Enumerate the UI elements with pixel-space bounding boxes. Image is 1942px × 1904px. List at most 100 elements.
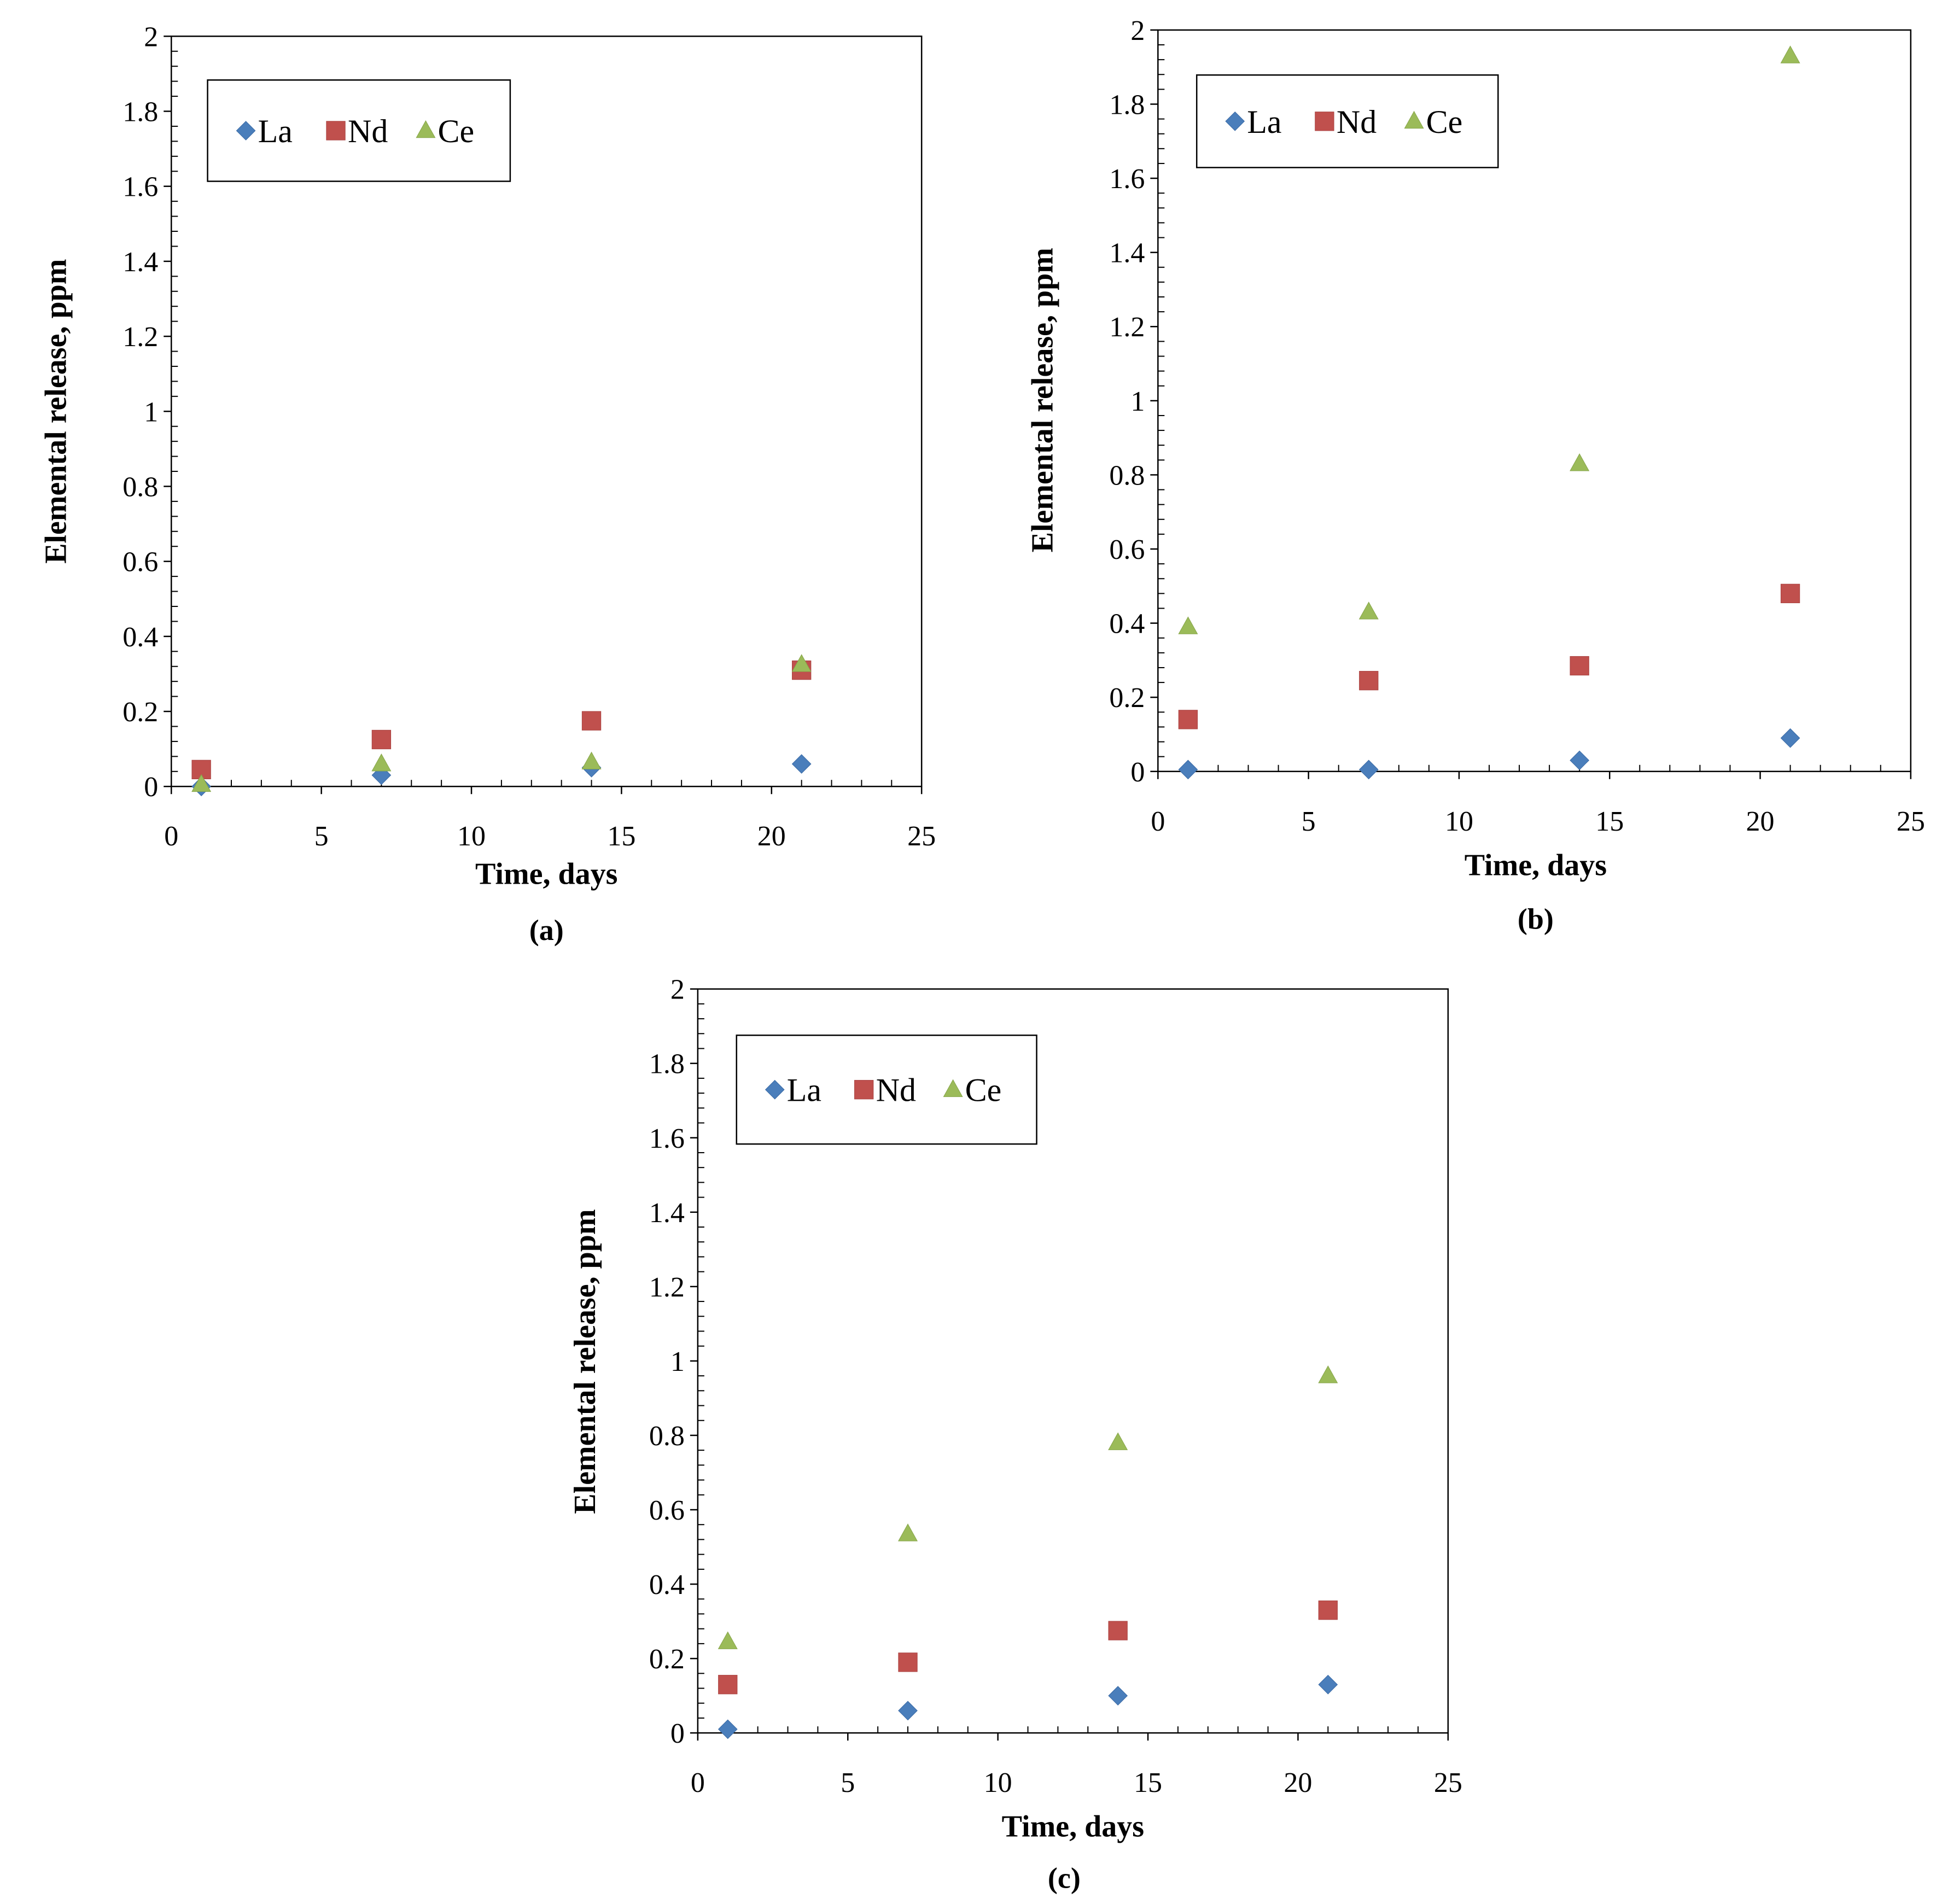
- data-point-la: [898, 1701, 918, 1721]
- legend-c: La Nd Ce: [736, 1035, 1037, 1145]
- y-tick-label: 0.8: [123, 471, 158, 503]
- x-tick-label: 5: [314, 821, 329, 852]
- y-tick-label: 0: [670, 1718, 685, 1749]
- data-point-la: [791, 754, 812, 774]
- legend-label-nd: Nd: [1337, 104, 1377, 140]
- y-tick-label: 0.4: [123, 622, 158, 653]
- data-point-la: [1780, 728, 1800, 748]
- y-tick-label: 1.8: [123, 97, 158, 128]
- data-point-ce: [898, 1523, 918, 1541]
- y-tick-label: 0.2: [1109, 682, 1145, 714]
- data-point-nd: [581, 711, 602, 731]
- x-axis-title: Time, days: [1002, 1810, 1144, 1844]
- x-tick-label: 10: [984, 1767, 1012, 1798]
- chart-panel-b: 00.20.40.60.811.21.41.61.820 5 10 15 20 25Tim…: [1026, 15, 1925, 936]
- panel-caption: (b): [1518, 903, 1554, 936]
- data-point-nd: [718, 1675, 738, 1695]
- data-point-ce: [191, 774, 212, 792]
- legend-label-ce: Ce: [438, 113, 474, 149]
- legend-marker-ce: [1404, 110, 1424, 129]
- y-tick-label: 1.4: [1109, 238, 1145, 269]
- legend-label-ce: Ce: [1426, 104, 1463, 140]
- y-tick-label: 1.6: [1109, 163, 1145, 195]
- legend-marker-ce: [416, 120, 436, 138]
- data-point-ce: [1570, 453, 1590, 471]
- x-tick-label: 10: [1445, 806, 1473, 837]
- legend-label-la: La: [787, 1072, 821, 1108]
- y-tick-label: 0: [144, 772, 158, 803]
- y-tick-label: 2: [144, 21, 158, 52]
- y-tick-label: 1: [144, 396, 158, 428]
- data-point-ce: [1358, 601, 1379, 620]
- data-point-ce: [371, 754, 392, 772]
- y-tick-label: 0.8: [1109, 460, 1145, 491]
- y-tick-label: 1.2: [1109, 312, 1145, 343]
- legend-label-la: La: [258, 113, 293, 149]
- legend-marker-ce: [943, 1079, 963, 1097]
- legend-label-nd: Nd: [876, 1072, 916, 1108]
- y-tick-label: 2: [1130, 15, 1145, 46]
- y-tick-label: 2: [670, 974, 685, 1006]
- legend-box: [1195, 74, 1499, 168]
- data-point-la: [371, 765, 392, 785]
- y-axis-title: Elemental release, ppm: [568, 1209, 602, 1514]
- data-point-ce: [581, 751, 602, 770]
- legend-label-la: La: [1247, 104, 1281, 140]
- y-tick-label: 0.2: [649, 1644, 685, 1675]
- y-tick-label: 1.2: [123, 322, 158, 353]
- data-point-la: [1358, 760, 1379, 780]
- x-axis-title: Time, days: [1465, 848, 1607, 882]
- data-point-nd: [1318, 1601, 1338, 1620]
- panel-caption: (c): [1048, 1861, 1081, 1894]
- y-tick-label: 1.6: [123, 172, 158, 203]
- data-point-nd: [1570, 656, 1589, 676]
- data-point-nd: [1780, 583, 1800, 604]
- x-tick-label: 0: [1151, 806, 1165, 837]
- data-point-la: [1108, 1686, 1128, 1706]
- x-tick-label: 15: [1134, 1767, 1162, 1798]
- y-tick-label: 1.8: [1109, 89, 1145, 120]
- series-ce: [191, 654, 812, 792]
- y-tick-label: 1.4: [123, 247, 158, 278]
- x-axis-title: Time, days: [475, 857, 617, 891]
- data-point-nd: [1359, 671, 1379, 691]
- series-la: [1178, 728, 1800, 780]
- legend-marker-la: [236, 121, 256, 141]
- data-point-nd: [1178, 710, 1198, 729]
- legend-box: [736, 1035, 1037, 1145]
- x-tick-label: 20: [757, 821, 786, 852]
- y-tick-label: 0.6: [123, 547, 158, 578]
- legend-box: [207, 79, 511, 182]
- y-axis-title: Elemental release, ppm: [1026, 248, 1060, 552]
- data-point-nd: [371, 729, 392, 750]
- y-tick-label: 0.2: [123, 697, 158, 728]
- panel-caption: (a): [529, 914, 564, 947]
- x-tick-label: 0: [164, 821, 178, 852]
- series-ce: [1178, 45, 1800, 634]
- series-la: [718, 1674, 1338, 1739]
- data-point-nd: [1108, 1621, 1128, 1640]
- y-tick-label: 1.2: [649, 1272, 685, 1303]
- x-tick-label: 15: [1595, 806, 1624, 837]
- x-tick-label: 5: [1302, 806, 1316, 837]
- y-tick-label: 1.6: [649, 1123, 685, 1154]
- y-tick-label: 0: [1130, 757, 1145, 788]
- data-point-la: [1570, 750, 1590, 770]
- legend-b: La Nd Ce: [1195, 74, 1499, 168]
- data-point-la: [718, 1719, 738, 1739]
- x-tick-label: 5: [841, 1767, 855, 1798]
- x-tick-label: 10: [457, 821, 486, 852]
- chart-panel-c: 00.20.40.60.811.21.41.61.820 5 10 15 20 25Tim…: [568, 974, 1462, 1895]
- data-point-ce: [1178, 616, 1198, 634]
- series-nd: [1178, 583, 1800, 729]
- y-tick-label: 0.4: [1109, 609, 1145, 640]
- legend-label-ce: Ce: [965, 1072, 1002, 1108]
- data-point-ce: [1318, 1365, 1338, 1383]
- x-tick-label: 25: [1434, 1767, 1462, 1798]
- data-point-nd: [898, 1652, 918, 1672]
- data-point-la: [1318, 1674, 1338, 1695]
- x-tick-label: 20: [1284, 1767, 1312, 1798]
- legend-marker-nd: [326, 121, 346, 141]
